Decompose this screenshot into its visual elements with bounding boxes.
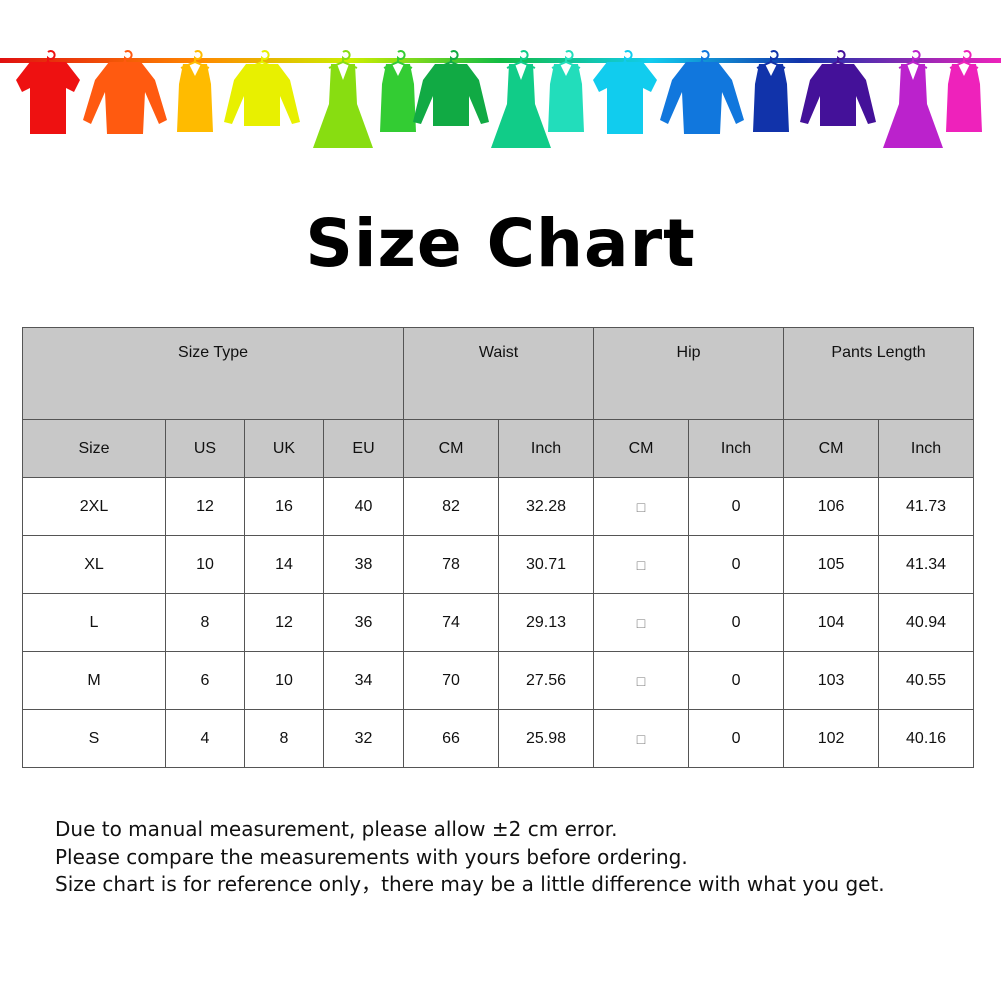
header-size-type: Size Type (21, 327, 405, 420)
note-line: Size chart is for reference only，there m… (55, 872, 885, 896)
table-cell: 27.56 (498, 651, 595, 710)
table-cell: 40.55 (878, 651, 975, 710)
table-cell: 66 (403, 709, 500, 768)
hanging-shirt-icon (83, 50, 167, 134)
table-cell: S (22, 709, 166, 768)
sub-header-cell: Size (22, 419, 166, 478)
clothes-hanger-banner (0, 50, 1001, 148)
table-cell: 8 (244, 709, 324, 768)
sub-header-cell: UK (244, 419, 324, 478)
header-hip: Hip (593, 327, 785, 420)
table-cell: □ (593, 651, 690, 710)
hanging-tee-icon (593, 50, 657, 134)
clothes-rod (0, 58, 1001, 63)
hanging-tank-icon (946, 50, 982, 132)
sub-header-cell: EU (322, 419, 405, 478)
table-cell: 78 (403, 535, 500, 594)
sub-header-cell: CM (593, 419, 690, 478)
hanging-sweater-icon (224, 50, 300, 126)
table-cell: □ (593, 477, 690, 536)
sub-header-cell: CM (403, 419, 500, 478)
note-line: Please compare the measurements with you… (55, 844, 688, 869)
table-cell: 10 (165, 535, 245, 594)
table-cell: L (22, 593, 166, 652)
note-line: Due to manual measurement, please allow … (55, 817, 618, 841)
table-cell: 0 (688, 651, 785, 710)
table-row: XL 10 14 38 78 30.71 □ 0 105 41.34 (22, 535, 975, 594)
sub-header-cell: Inch (688, 419, 785, 478)
hanging-tank-icon (380, 50, 416, 132)
group-header-row: Size Type Waist Hip Pants Length (21, 327, 975, 420)
table-cell: 40 (322, 477, 405, 536)
table-row: L 8 12 36 74 29.13 □ 0 104 40.94 (22, 593, 975, 652)
table-cell: 74 (403, 593, 500, 652)
sub-header-cell: US (165, 419, 245, 478)
hanging-dress-icon (883, 50, 943, 148)
table-cell: 104 (783, 593, 880, 652)
sub-header-cell: Inch (498, 419, 595, 478)
hanging-tee-icon (16, 50, 80, 134)
table-cell: 41.73 (878, 477, 975, 536)
table-cell: □ (593, 593, 690, 652)
table-cell: 105 (783, 535, 880, 594)
table-cell: XL (22, 535, 166, 594)
table-cell: 25.98 (498, 709, 595, 768)
table-cell: 103 (783, 651, 880, 710)
table-cell: 8 (165, 593, 245, 652)
table-cell: 0 (688, 477, 785, 536)
table-cell: 4 (165, 709, 245, 768)
table-cell: 41.34 (878, 535, 975, 594)
table-cell: 16 (244, 477, 324, 536)
table-cell: □ (593, 535, 690, 594)
hanging-dress-icon (491, 50, 551, 148)
sub-header-row: Size US UK EU CM Inch CM Inch CM Inch (22, 419, 975, 478)
header-pants-length: Pants Length (783, 327, 975, 420)
header-waist: Waist (403, 327, 595, 420)
hanging-tank-icon (548, 50, 584, 132)
table-cell: 30.71 (498, 535, 595, 594)
hanging-dress-icon (313, 50, 373, 148)
table-cell: 34 (322, 651, 405, 710)
hanging-sweater-icon (800, 50, 876, 126)
table-cell: 36 (322, 593, 405, 652)
table-cell: 106 (783, 477, 880, 536)
table-cell: 32.28 (498, 477, 595, 536)
table-cell: M (22, 651, 166, 710)
table-cell: □ (593, 709, 690, 768)
table-cell: 40.94 (878, 593, 975, 652)
table-cell: 102 (783, 709, 880, 768)
table-cell: 10 (244, 651, 324, 710)
table-cell: 40.16 (878, 709, 975, 768)
table-cell: 6 (165, 651, 245, 710)
sub-header-cell: Inch (878, 419, 975, 478)
table-cell: 32 (322, 709, 405, 768)
table-cell: 82 (403, 477, 500, 536)
size-table: Size Type Waist Hip Pants Length Size US U… (21, 327, 975, 768)
sub-header-cell: CM (783, 419, 880, 478)
page-title: Size Chart (305, 205, 696, 282)
table-cell: 0 (688, 593, 785, 652)
table-cell: 12 (244, 593, 324, 652)
table-row: 2XL 12 16 40 82 32.28 □ 0 106 41.73 (22, 477, 975, 536)
table-cell: 0 (688, 709, 785, 768)
table-cell: 70 (403, 651, 500, 710)
notes: Due to manual measurement, please allow … (55, 816, 885, 899)
table-cell: 2XL (22, 477, 166, 536)
table-cell: 29.13 (498, 593, 595, 652)
hanging-tank-icon (177, 50, 213, 132)
table-cell: 0 (688, 535, 785, 594)
table-row: S 4 8 32 66 25.98 □ 0 102 40.16 (22, 709, 975, 768)
hanging-shirt-icon (660, 50, 744, 134)
hanging-sweater-icon (413, 50, 489, 126)
table-cell: 14 (244, 535, 324, 594)
hanging-tank-icon (753, 50, 789, 132)
table-cell: 38 (322, 535, 405, 594)
table-row: M 6 10 34 70 27.56 □ 0 103 40.55 (22, 651, 975, 710)
table-cell: 12 (165, 477, 245, 536)
